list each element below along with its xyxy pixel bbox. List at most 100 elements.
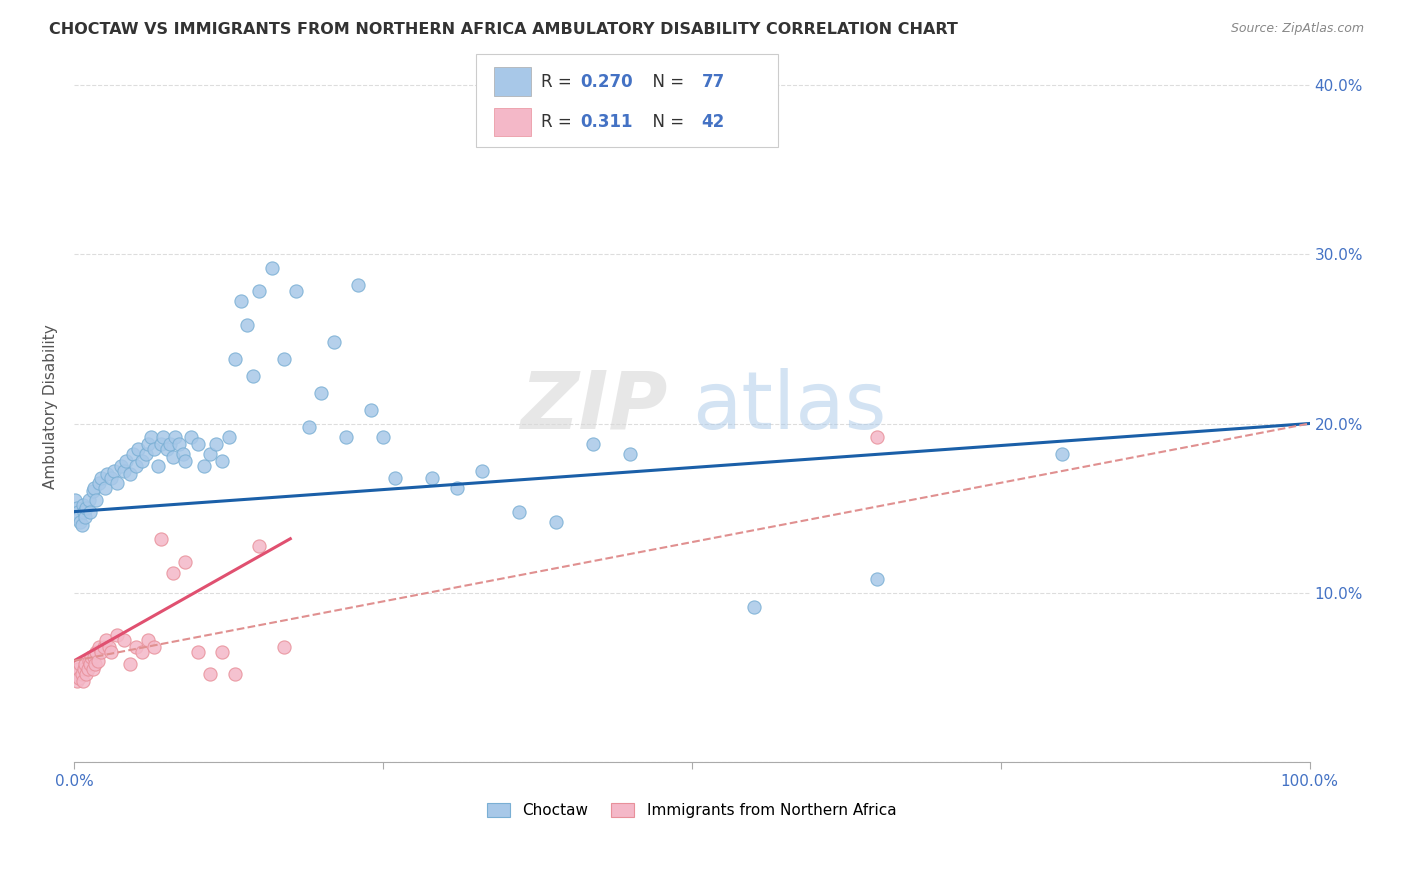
Point <box>247 539 270 553</box>
Point <box>70 667 93 681</box>
Point <box>105 475 128 490</box>
Point <box>152 430 174 444</box>
Point <box>229 294 252 309</box>
Text: R =: R = <box>541 113 582 131</box>
Y-axis label: Ambulatory Disability: Ambulatory Disability <box>44 324 58 489</box>
Point <box>131 645 153 659</box>
Point <box>218 430 240 444</box>
Point <box>149 437 172 451</box>
Point <box>82 662 104 676</box>
Point <box>65 667 87 681</box>
Text: CHOCTAW VS IMMIGRANTS FROM NORTHERN AFRICA AMBULATORY DISABILITY CORRELATION CHA: CHOCTAW VS IMMIGRANTS FROM NORTHERN AFRI… <box>49 22 957 37</box>
Point <box>172 447 194 461</box>
Point <box>86 645 108 659</box>
Point <box>174 556 197 570</box>
Point <box>198 447 221 461</box>
Point <box>162 450 184 465</box>
Point <box>87 640 110 655</box>
Point <box>82 484 104 499</box>
Point <box>149 532 172 546</box>
Point <box>66 662 89 676</box>
Point <box>83 481 105 495</box>
Point <box>247 285 270 299</box>
Text: Source: ZipAtlas.com: Source: ZipAtlas.com <box>1230 22 1364 36</box>
Point <box>471 464 494 478</box>
Point <box>110 458 132 473</box>
Point <box>75 657 97 672</box>
Point <box>335 430 357 444</box>
Point <box>122 447 145 461</box>
Point <box>180 430 202 444</box>
Point <box>65 501 87 516</box>
Bar <box>494 108 531 136</box>
Point <box>96 633 118 648</box>
Point <box>67 671 90 685</box>
Point <box>77 654 100 668</box>
Point <box>582 437 605 451</box>
Point <box>75 509 97 524</box>
Point <box>73 662 96 676</box>
Point <box>347 277 370 292</box>
Point <box>65 674 87 689</box>
Point <box>866 430 889 444</box>
Point <box>174 454 197 468</box>
Point <box>100 471 122 485</box>
Text: 0.311: 0.311 <box>581 113 633 131</box>
Point <box>136 633 159 648</box>
Point <box>73 505 96 519</box>
Point <box>1052 447 1074 461</box>
Point <box>322 335 344 350</box>
Point <box>136 437 159 451</box>
Point <box>156 442 179 456</box>
Point <box>866 573 889 587</box>
Point <box>139 430 162 444</box>
Point <box>79 505 101 519</box>
Text: R =: R = <box>541 73 576 91</box>
Point <box>76 662 98 676</box>
Point <box>236 318 259 333</box>
Point <box>75 501 97 516</box>
Point <box>193 458 215 473</box>
Point <box>224 667 246 681</box>
Point <box>619 447 641 461</box>
Point <box>127 442 149 456</box>
Point <box>75 667 97 681</box>
Text: atlas: atlas <box>692 368 886 446</box>
Text: N =: N = <box>643 73 690 91</box>
Point <box>242 369 264 384</box>
FancyBboxPatch shape <box>475 54 779 147</box>
Point <box>273 640 295 655</box>
Point <box>260 260 283 275</box>
Legend: Choctaw, Immigrants from Northern Africa: Choctaw, Immigrants from Northern Africa <box>479 796 904 826</box>
Point <box>165 430 187 444</box>
Point <box>97 640 120 655</box>
Point <box>446 481 468 495</box>
Point <box>66 505 89 519</box>
Point <box>65 492 87 507</box>
Point <box>146 458 169 473</box>
Point <box>77 492 100 507</box>
Point <box>167 437 190 451</box>
Point <box>112 633 135 648</box>
Point <box>83 650 105 665</box>
Point <box>187 645 209 659</box>
Point <box>86 654 108 668</box>
Point <box>285 285 308 299</box>
Bar <box>494 68 531 96</box>
Point <box>72 674 94 689</box>
Point <box>86 492 108 507</box>
Point <box>309 386 332 401</box>
Point <box>360 403 382 417</box>
Point <box>422 471 444 485</box>
Point <box>69 657 91 672</box>
Point <box>198 667 221 681</box>
Point <box>69 515 91 529</box>
Point <box>67 509 90 524</box>
Point <box>94 481 117 495</box>
Point <box>162 566 184 580</box>
Point <box>131 454 153 468</box>
Point <box>211 454 233 468</box>
Point <box>371 430 394 444</box>
Point <box>508 505 530 519</box>
Point <box>187 437 209 451</box>
